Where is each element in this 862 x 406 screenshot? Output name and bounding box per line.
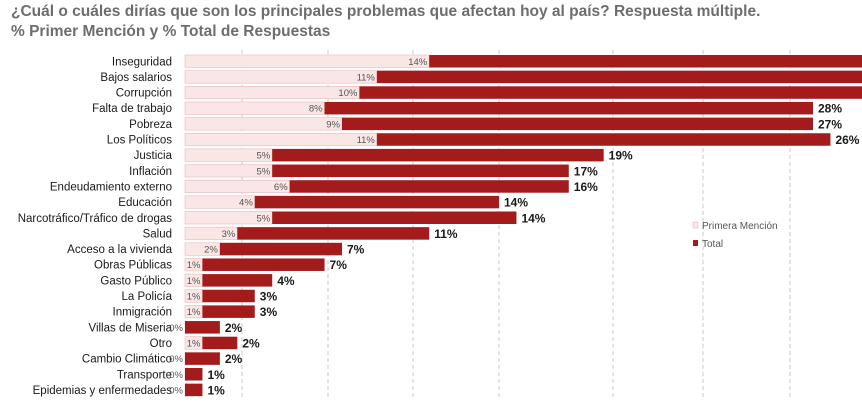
total-bar	[429, 55, 862, 68]
total-bar	[202, 274, 273, 287]
total-value: 26%	[835, 133, 859, 147]
total-bar	[237, 227, 430, 240]
primera-mencion-value: 1%	[187, 338, 201, 349]
primera-mencion-value: 0%	[169, 323, 183, 334]
total-bar	[289, 180, 569, 193]
total-value: 3%	[260, 305, 278, 319]
category-label: Obras Públicas	[94, 260, 172, 272]
category-label: Gasto Público	[100, 275, 172, 287]
primera-mencion-bar	[184, 86, 360, 100]
total-bar	[342, 117, 813, 131]
total-value: 1%	[207, 368, 225, 382]
total-value: 17%	[574, 164, 598, 178]
total-bar	[219, 242, 342, 256]
total-value: 7%	[347, 243, 365, 257]
primera-mencion-value: 6%	[274, 182, 288, 193]
total-bar	[254, 195, 499, 209]
category-label: Cambio Climático	[82, 354, 172, 366]
category-label: Acceso a la vivienda	[67, 244, 172, 256]
category-label: Narcotráfico/Tráfico de drogas	[18, 213, 173, 225]
primera-mencion-value: 5%	[256, 213, 270, 224]
chart-subtitle: % Primer Mención y % Total de Respuestas	[11, 23, 331, 40]
total-bar	[202, 258, 325, 271]
primera-mencion-bar	[184, 54, 430, 68]
category-label: Educación	[118, 197, 172, 209]
primera-mencion-value: 5%	[256, 151, 270, 162]
total-value: 7%	[330, 258, 348, 272]
category-label: Inmigración	[113, 307, 172, 319]
legend-swatch-primera-mencion	[692, 221, 699, 229]
primera-mencion-value: 0%	[169, 370, 183, 381]
total-bar	[202, 305, 255, 318]
primera-mencion-value: 0%	[169, 385, 183, 396]
total-value: 1%	[207, 383, 225, 397]
primera-mencion-value: 1%	[187, 260, 201, 271]
total-value: 27%	[818, 117, 842, 131]
primera-mencion-value: 0%	[169, 354, 183, 365]
category-label: Inseguridad	[112, 56, 172, 68]
category-label: La Policía	[121, 291, 172, 303]
primera-mencion-value: 2%	[204, 245, 218, 256]
total-bar	[202, 336, 238, 350]
category-label: Falta de trabajo	[92, 103, 172, 115]
total-bar	[272, 211, 517, 224]
primera-mencion-value: 1%	[187, 307, 201, 318]
primera-mencion-value: 8%	[309, 104, 323, 115]
legend-label-total: Total	[702, 239, 723, 250]
chart-title: ¿Cuál o cuáles dirías que son los princi…	[11, 3, 761, 20]
total-bar	[272, 148, 604, 162]
total-value: 19%	[609, 149, 633, 163]
total-bar	[185, 383, 203, 397]
legend-label-primera-mencion: Primera Mención	[702, 221, 778, 232]
total-value: 16%	[574, 180, 598, 194]
primera-mencion-bar	[184, 132, 378, 147]
total-value: 4%	[277, 274, 295, 288]
total-bar	[376, 70, 862, 84]
category-label: Salud	[143, 228, 172, 240]
primera-mencion-value: 4%	[239, 198, 253, 209]
total-bar	[202, 289, 255, 303]
primera-mencion-value: 10%	[338, 88, 358, 99]
category-label: Endeudamiento externo	[50, 181, 172, 193]
primera-mencion-bar	[184, 101, 325, 115]
primera-mencion-bar	[184, 117, 343, 131]
primera-mencion-value: 3%	[222, 229, 236, 240]
total-value: 14%	[521, 211, 545, 225]
total-value: 3%	[260, 290, 278, 304]
category-label: Justicia	[134, 150, 173, 162]
primera-mencion-value: 11%	[357, 135, 376, 146]
total-value: 2%	[242, 336, 260, 350]
total-bar	[185, 368, 203, 381]
total-value: 2%	[225, 352, 243, 366]
total-value: 11%	[434, 227, 458, 241]
total-bar	[185, 321, 220, 334]
total-value: 14%	[504, 196, 528, 210]
category-label: Pobreza	[129, 119, 172, 131]
category-label: Epidemias y enfermedades	[33, 385, 173, 397]
category-label: Inflación	[129, 166, 172, 178]
primera-mencion-value: 9%	[326, 119, 340, 130]
total-value: 2%	[225, 321, 243, 335]
primera-mencion-value: 14%	[408, 57, 428, 68]
category-label: Corrupción	[116, 88, 172, 100]
primera-mencion-value: 1%	[187, 292, 201, 303]
total-bar	[324, 101, 813, 115]
primera-mencion-value: 1%	[187, 276, 201, 287]
total-value: 28%	[818, 102, 842, 116]
total-bar	[376, 133, 831, 146]
category-label: Los Políticos	[107, 135, 172, 147]
legend-swatch-total	[693, 240, 698, 246]
category-label: Villas de Miseria	[88, 322, 172, 334]
category-label: Bajos salarios	[100, 72, 172, 84]
total-bar	[185, 352, 220, 365]
primera-mencion-bar	[184, 70, 378, 84]
total-bar	[272, 164, 569, 178]
primera-mencion-value: 5%	[256, 166, 270, 177]
category-label: Otro	[150, 338, 172, 350]
total-bar	[359, 86, 862, 99]
primera-mencion-value: 11%	[357, 72, 376, 83]
category-label: Transporte	[117, 369, 172, 381]
